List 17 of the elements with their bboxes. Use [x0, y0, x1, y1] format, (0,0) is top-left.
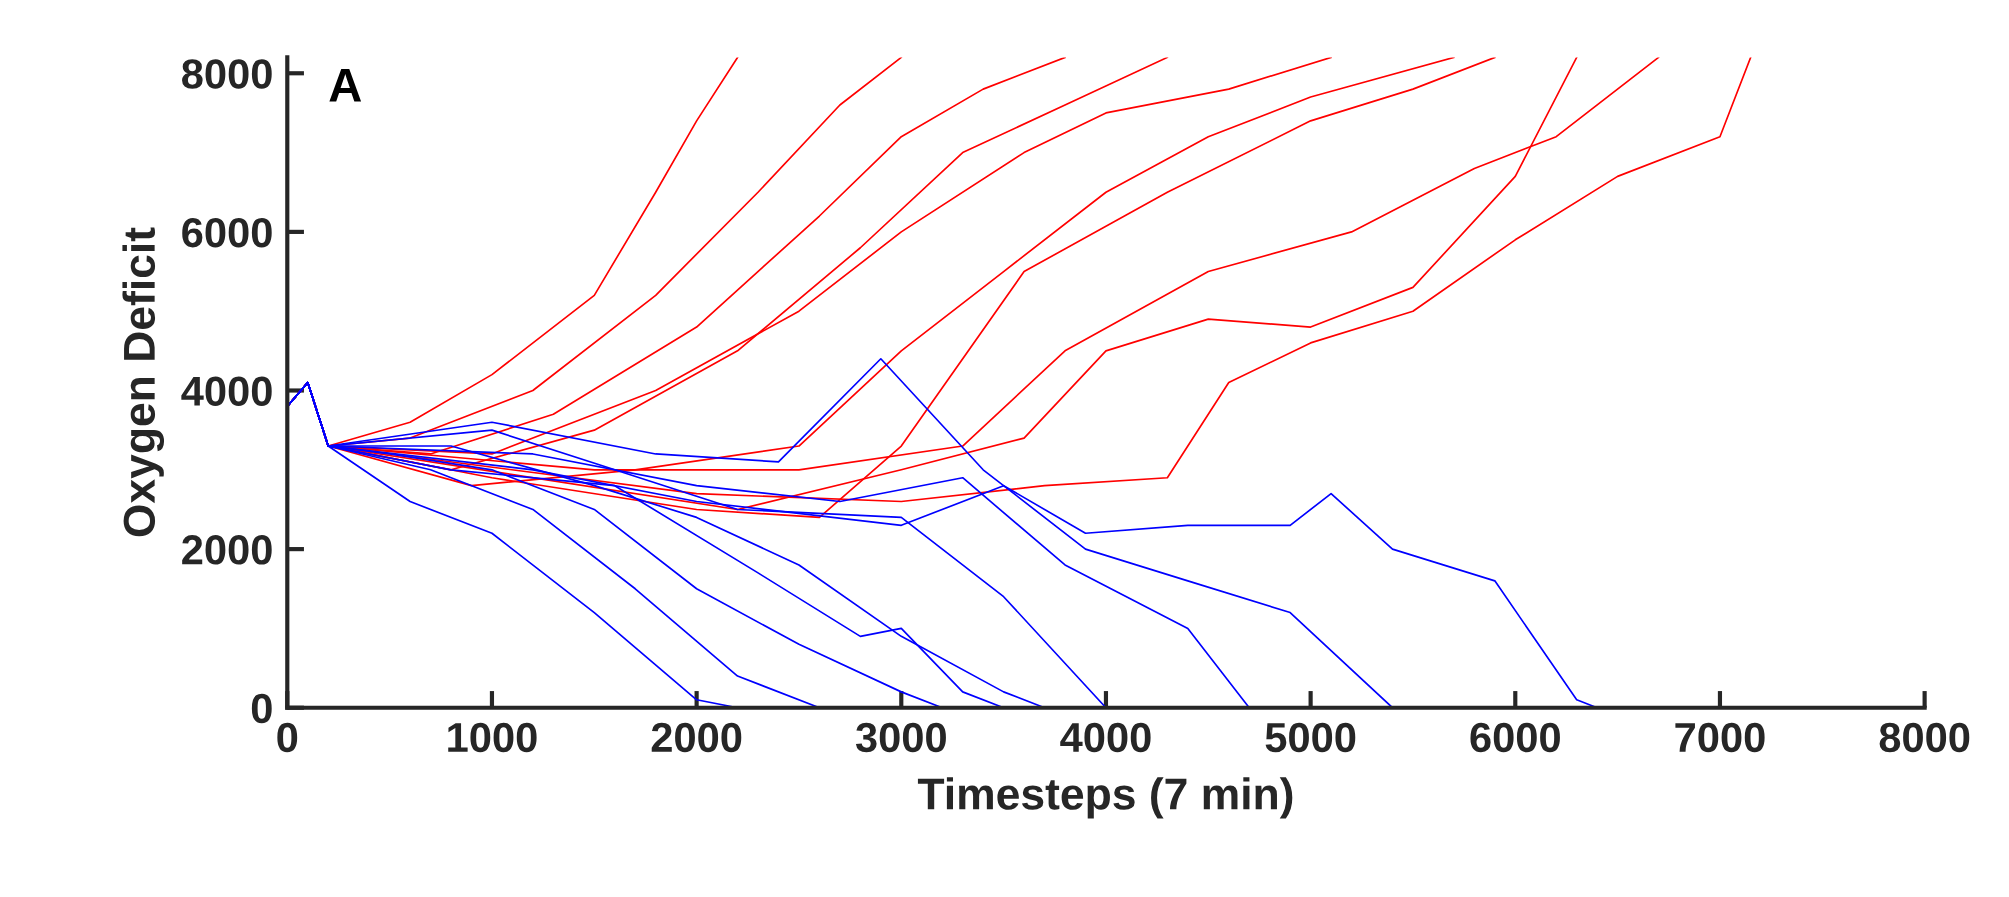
x-tick-label: 6000	[1470, 722, 1560, 753]
x-axis-title: Timesteps (7 min)	[917, 777, 1293, 819]
y-tick-label: 0	[251, 693, 272, 724]
x-tick-label: 8000	[1879, 722, 1970, 753]
x-tick-label: 2000	[651, 722, 742, 753]
x-tick-label: 1000	[448, 722, 537, 753]
y-tick-label: 4000	[181, 376, 272, 407]
x-tick-label: 5000	[1265, 722, 1356, 753]
y-tick-label: 6000	[182, 217, 272, 248]
y-tick-label: 8000	[182, 59, 272, 89]
y-tick-label: 2000	[182, 535, 272, 565]
x-tick-label: 3000	[855, 722, 946, 753]
annotation: A	[329, 68, 362, 102]
x-tick-label: 0	[277, 722, 298, 753]
y-axis-title: Oxygen Deficit	[122, 227, 165, 537]
x-tick-label: 4000	[1060, 722, 1151, 753]
x-tick-label: 7000	[1675, 722, 1765, 753]
